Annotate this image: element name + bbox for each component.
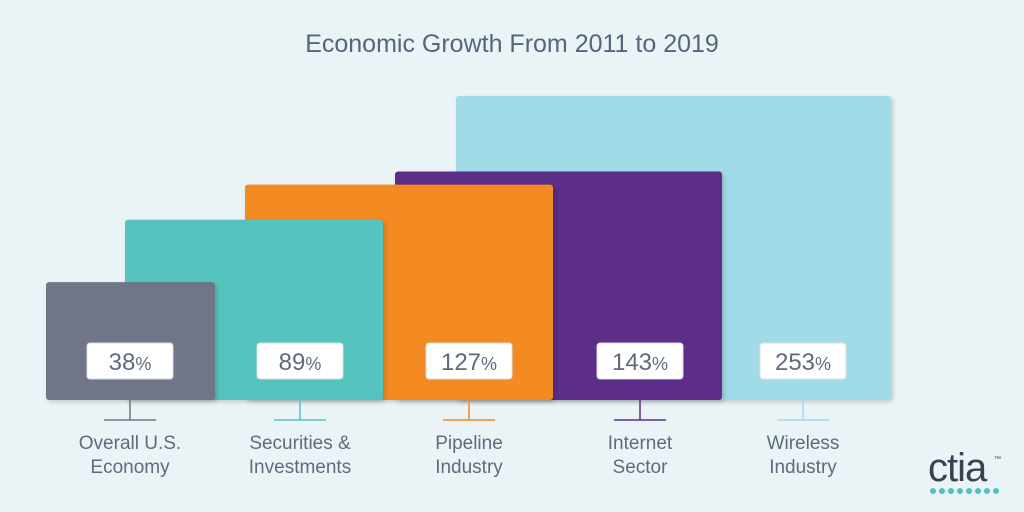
category-label-wireless-industry: Wireless Industry — [767, 433, 840, 478]
svg-text:253%: 253% — [775, 349, 831, 376]
svg-text:143%: 143% — [612, 349, 668, 376]
tick-internet-sector — [614, 400, 666, 421]
svg-text:127%: 127% — [441, 349, 497, 376]
value-label-internet-sector: 143% — [596, 342, 684, 380]
category-label-securities-investments: Securities & Investments — [249, 433, 351, 478]
logo-dots — [930, 488, 999, 494]
tick-overall-u-s-economy — [104, 400, 156, 421]
bar-overall-u-s-economy — [46, 282, 215, 400]
svg-text:38%: 38% — [109, 349, 152, 376]
ctia-logo: ctia ™ — [928, 446, 1008, 502]
category-label-internet-sector: Internet Sector — [608, 433, 673, 478]
tick-wireless-industry — [777, 400, 829, 421]
value-label-overall-u-s-economy: 38% — [86, 342, 174, 380]
tick-pipeline-industry — [443, 400, 495, 421]
value-label-securities-investments: 89% — [256, 342, 344, 380]
svg-text:89%: 89% — [279, 349, 322, 376]
chart-title: Economic Growth From 2011 to 2019 — [305, 30, 719, 58]
category-label-overall-u-s-economy: Overall U.S. Economy — [79, 433, 181, 478]
category-label-pipeline-industry: Pipeline Industry — [435, 433, 503, 478]
value-label-pipeline-industry: 127% — [425, 342, 513, 380]
value-label-wireless-industry: 253% — [759, 342, 847, 380]
tick-securities-investments — [274, 400, 326, 421]
logo-trademark: ™ — [994, 456, 1001, 463]
logo-wordmark: ctia — [928, 446, 987, 490]
